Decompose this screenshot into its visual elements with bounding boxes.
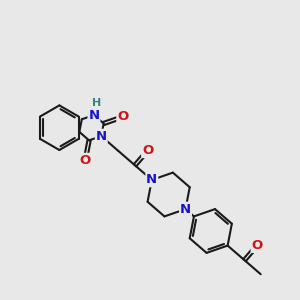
- Text: N: N: [180, 202, 191, 216]
- Text: O: O: [117, 110, 128, 123]
- Text: H: H: [92, 98, 101, 108]
- Text: N: N: [146, 173, 158, 186]
- Text: O: O: [251, 239, 263, 252]
- Text: N: N: [88, 109, 100, 122]
- Text: O: O: [80, 154, 91, 167]
- Text: N: N: [96, 130, 107, 142]
- Text: O: O: [142, 144, 153, 157]
